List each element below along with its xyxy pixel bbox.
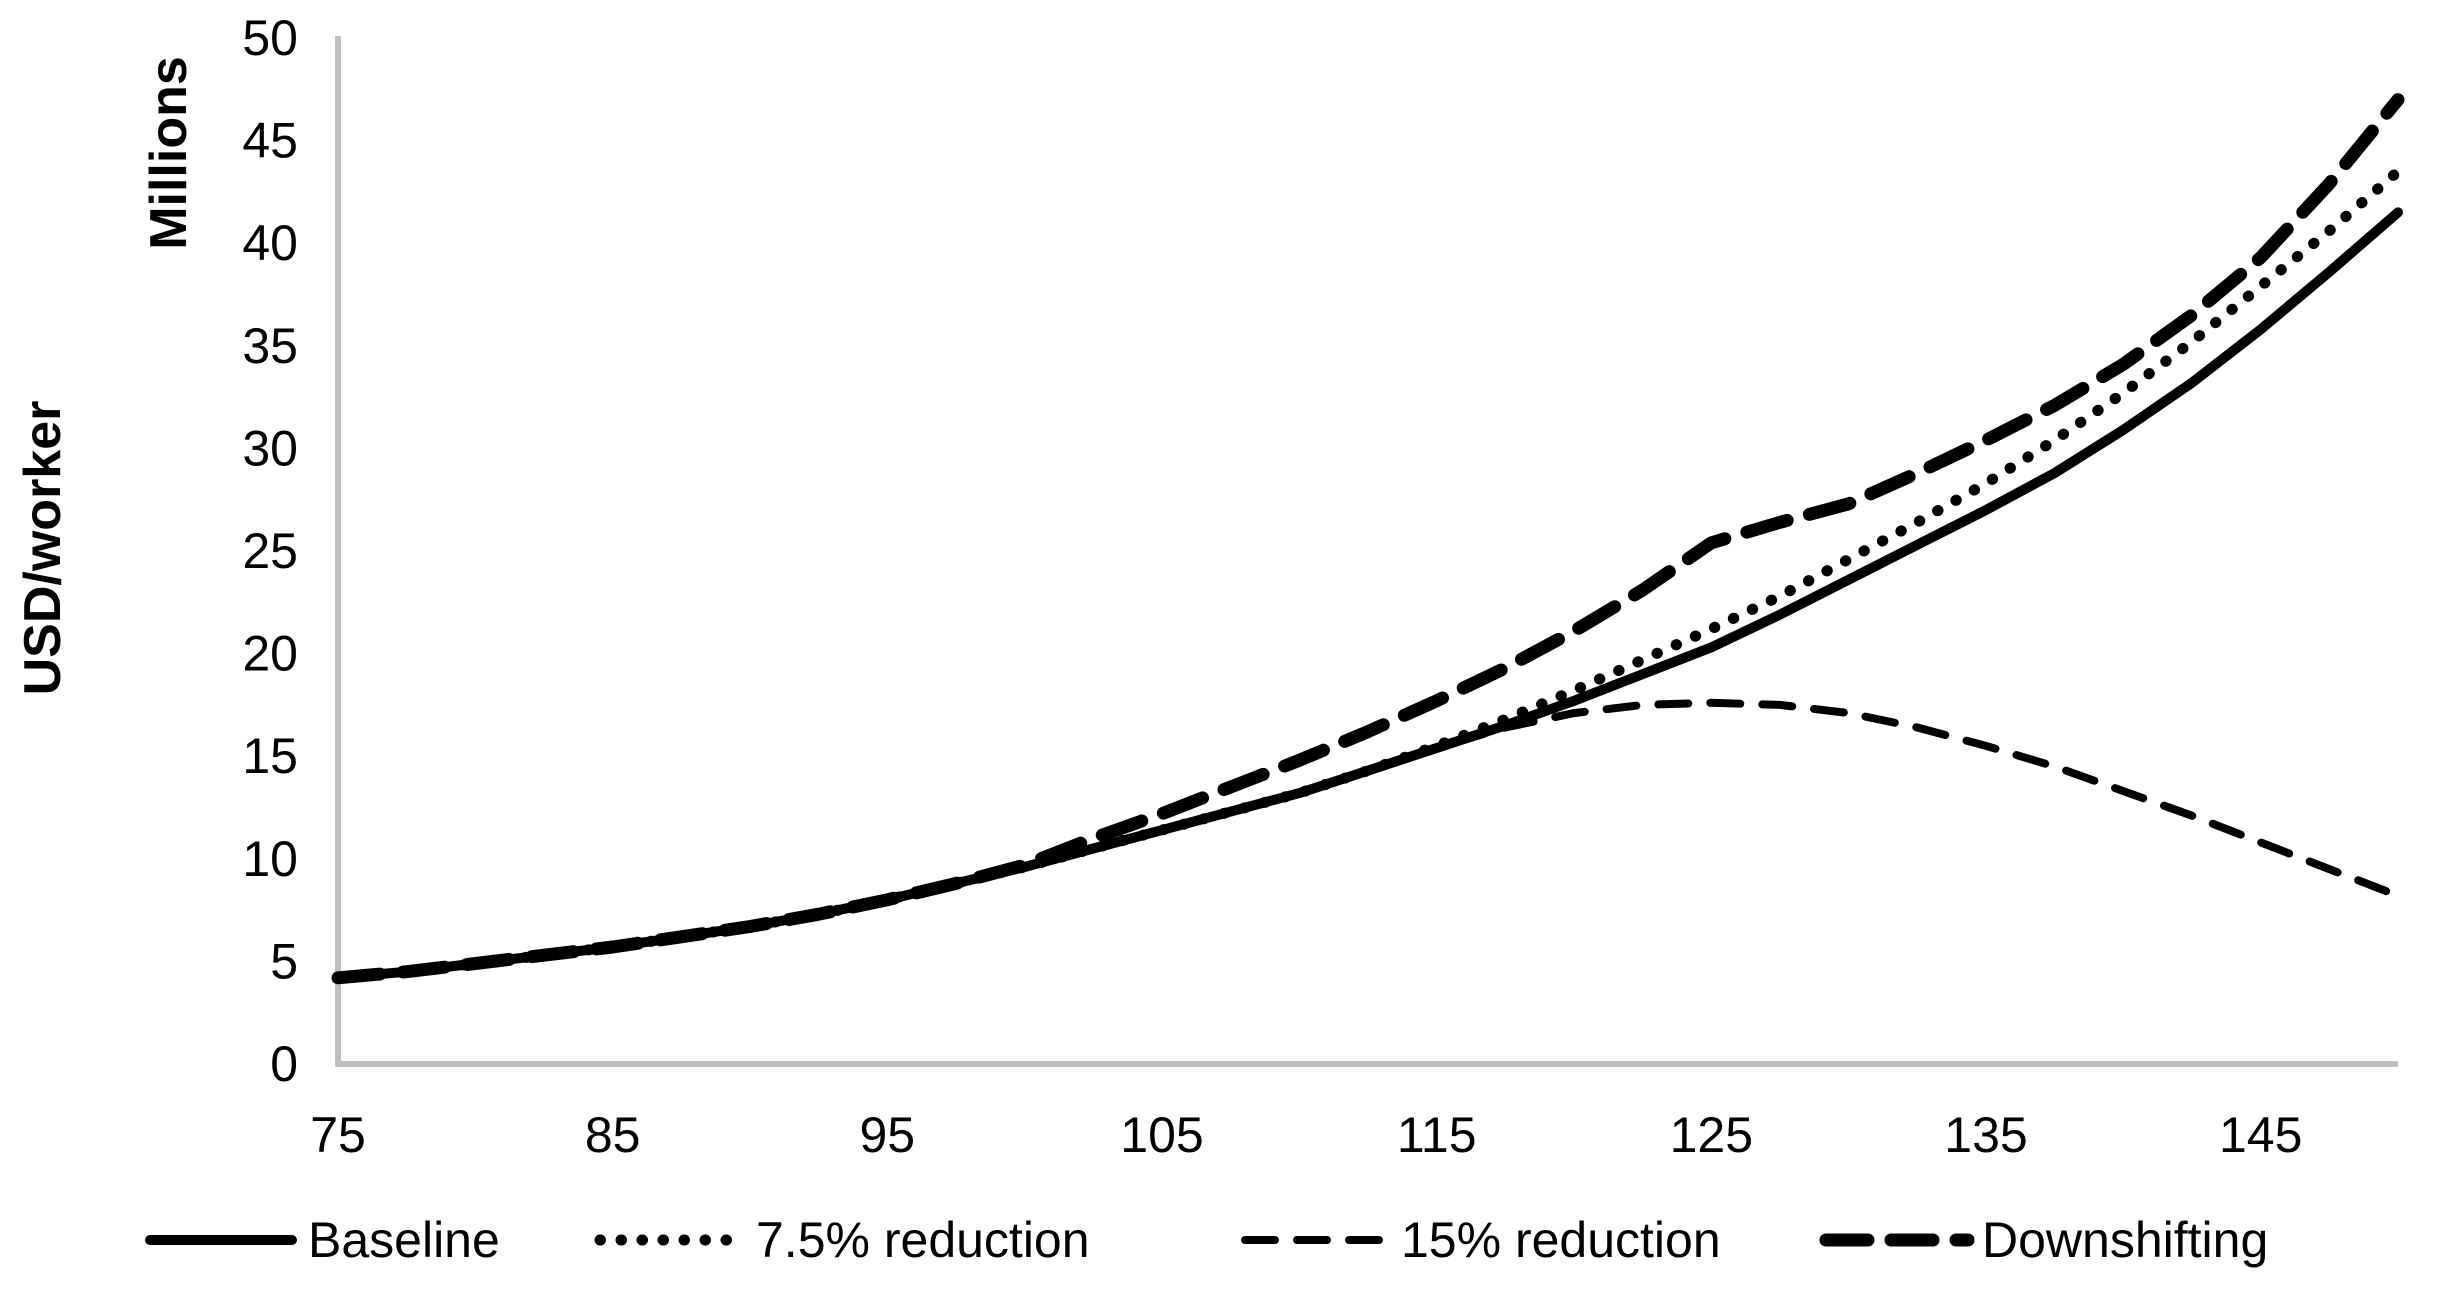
plot-series xyxy=(331,93,2405,985)
y-tick-label: 35 xyxy=(242,318,298,374)
x-tick-label: 95 xyxy=(859,1107,915,1163)
y-tick-label: 50 xyxy=(242,10,298,66)
y-tick-label: 15 xyxy=(242,728,298,784)
legend-item-downshifting: Downshifting xyxy=(1819,1212,2268,1268)
y-tick-label: 40 xyxy=(242,215,298,271)
y-tick-label: 25 xyxy=(242,523,298,579)
x-tick-label: 75 xyxy=(310,1107,366,1163)
x-tick-label: 125 xyxy=(1670,1107,1753,1163)
legend-label-15-percent-reduction: 15% reduction xyxy=(1401,1212,1721,1268)
x-tick-label: 105 xyxy=(1120,1107,1203,1163)
y-axis-tick-labels: 0 5 10 15 20 25 30 35 40 45 50 xyxy=(242,10,298,1092)
legend: Baseline 7.5% reduction 15% reduction Do… xyxy=(145,1212,2268,1268)
x-tick-label: 145 xyxy=(2219,1107,2302,1163)
y-axis-units-label: Millions xyxy=(140,56,198,250)
legend-item-7-5-percent-reduction: 7.5% reduction xyxy=(594,1212,1090,1268)
series-line-15-reduction xyxy=(334,698,2402,982)
y-tick-label: 5 xyxy=(270,933,298,989)
legend-item-baseline: Baseline xyxy=(145,1212,500,1268)
x-axis-tick-labels: 75 85 95 105 115 125 135 145 xyxy=(310,1107,2302,1163)
x-tick-label: 85 xyxy=(585,1107,641,1163)
legend-label-downshifting: Downshifting xyxy=(1982,1212,2268,1268)
legend-label-baseline: Baseline xyxy=(308,1212,500,1268)
y-tick-label: 10 xyxy=(242,831,298,887)
y-tick-label: 30 xyxy=(242,420,298,476)
x-tick-label: 115 xyxy=(1397,1107,1477,1163)
axes xyxy=(335,36,2398,1067)
series-line-downshifting xyxy=(331,93,2405,985)
y-axis-title: USD/worker xyxy=(14,401,72,696)
y-tick-label: 20 xyxy=(242,626,298,682)
legend-item-15-percent-reduction: 15% reduction xyxy=(1241,1212,1721,1268)
y-tick-label: 45 xyxy=(242,113,298,169)
series-line-7-5-reduction xyxy=(332,165,2404,984)
legend-label-7-5-percent-reduction: 7.5% reduction xyxy=(756,1212,1090,1268)
y-tick-label: 0 xyxy=(270,1036,298,1092)
series-line-baseline xyxy=(333,207,2403,983)
x-tick-label: 135 xyxy=(1944,1107,2027,1163)
